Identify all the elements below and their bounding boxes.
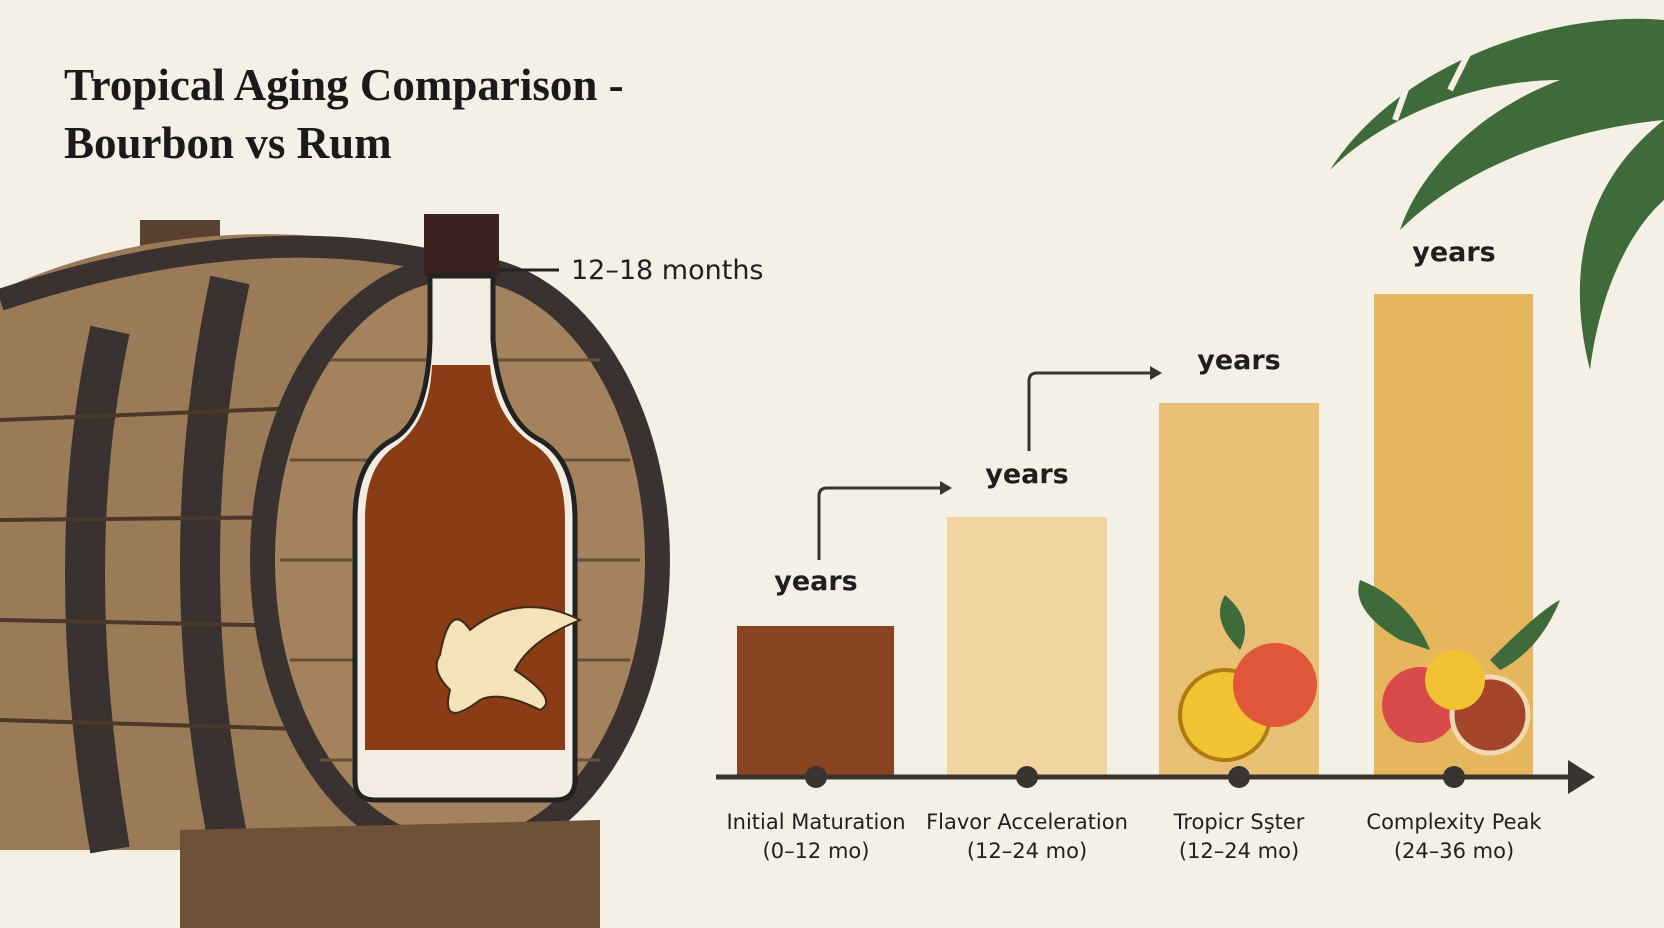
palm-leaves <box>1330 18 1664 370</box>
bar-label: years <box>774 566 858 597</box>
stage-label: (12–24 mo) <box>1179 839 1299 863</box>
fruit <box>1178 580 1560 762</box>
connector <box>817 371 1152 560</box>
stage-label: Tropicr Sşter <box>1173 810 1305 834</box>
axis-dot <box>805 766 827 788</box>
title-line: Bourbon vs Rum <box>64 118 392 168</box>
bar-label: years <box>985 459 1069 490</box>
stage-label: Complexity Peak <box>1366 810 1542 834</box>
stage-label: Initial Maturation <box>726 810 905 834</box>
stage-label: Flavor Acceleration <box>926 810 1128 834</box>
bar <box>947 517 1107 776</box>
bar <box>737 626 894 776</box>
stage-label: (24–36 mo) <box>1394 839 1514 863</box>
callout: 12–18 months <box>571 255 764 286</box>
bar-label: years <box>1197 345 1281 376</box>
stage-label: (12–24 mo) <box>967 839 1087 863</box>
axis-dot <box>1228 766 1250 788</box>
axis-arrow <box>1568 760 1595 794</box>
title-line: Tropical Aging Comparison - <box>64 60 624 110</box>
bar-label: years <box>1412 237 1496 268</box>
stages: years Initial Maturation (0–12 mo) years Fla… <box>726 237 1542 863</box>
axis-dot <box>1016 766 1038 788</box>
stage-label: (0–12 mo) <box>763 839 870 863</box>
bottle <box>352 214 583 803</box>
axis-dot <box>1443 766 1465 788</box>
